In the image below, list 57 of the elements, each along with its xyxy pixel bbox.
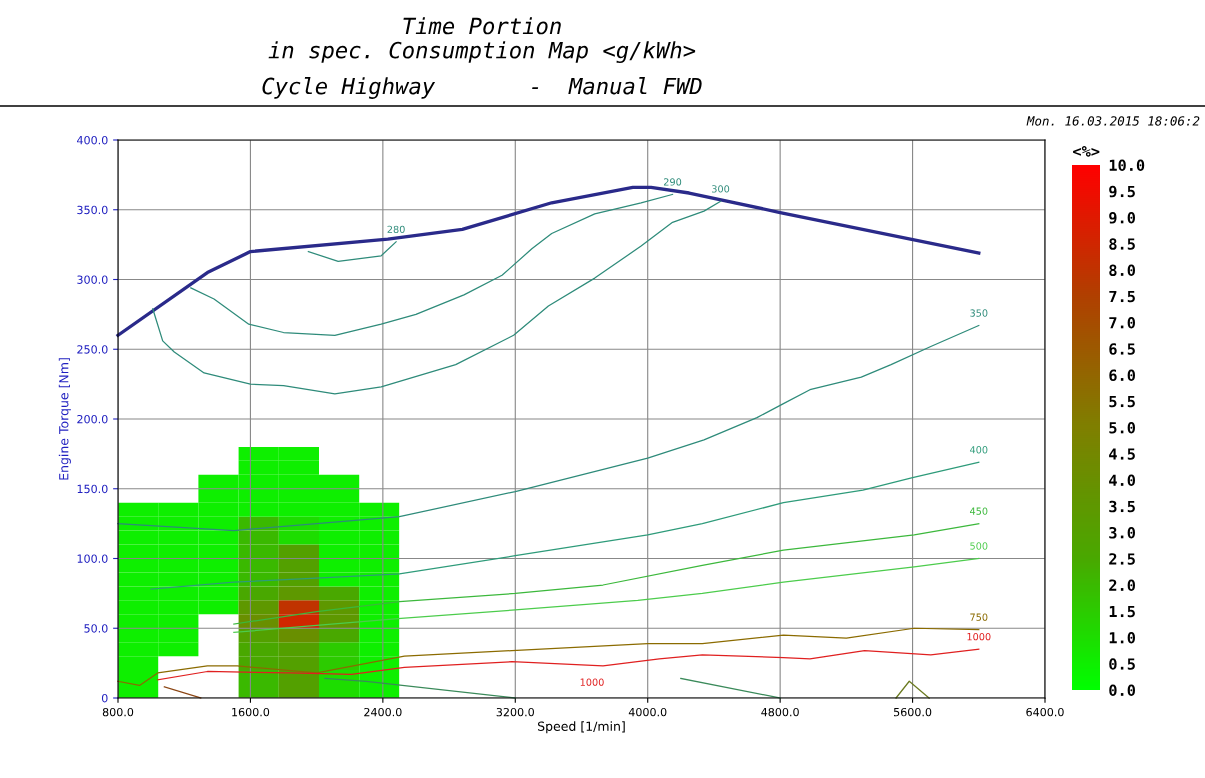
x-tick-label: 2400.0 (364, 707, 402, 717)
color-bar-label: 3.0 (1109, 526, 1136, 539)
series-label: 350 (970, 309, 988, 317)
line-series (152, 200, 722, 395)
color-bar-label: 6.5 (1109, 343, 1135, 355)
color-bar-label: 4.0 (1109, 474, 1136, 487)
series-label: 1000 (967, 632, 991, 641)
annotation: 1000 (580, 678, 604, 686)
color-bar-label: 9.5 (1109, 185, 1135, 198)
y-tick-label: 100.0 (77, 554, 108, 563)
x-tick-label: 6400.0 (1026, 707, 1064, 717)
series-label: 300 (712, 185, 730, 193)
x-tick-label: 3200.0 (496, 707, 534, 717)
series-label: 280 (387, 225, 405, 234)
y-axis-title: Engine Torque [Nm] (58, 358, 71, 480)
color-bar-label: 8.5 (1109, 238, 1135, 250)
text: Mon. 16.03.2015 18:06:2 (1026, 116, 1200, 126)
color-bar-label: 0.5 (1109, 658, 1135, 670)
y-tick-label: 300.0 (77, 275, 108, 284)
color-bar-label: 1.5 (1109, 605, 1135, 618)
color-bar-label: 8.0 (1109, 264, 1136, 277)
y-tick-label: 350.0 (77, 205, 108, 215)
x-tick-label: 4000.0 (628, 707, 667, 717)
x-tick-label: 5600.0 (893, 707, 932, 717)
series-label: 750 (970, 613, 988, 621)
color-bar-label: 4.5 (1109, 448, 1135, 460)
series-label: 290 (663, 178, 682, 186)
color-bar-label: 2.5 (1109, 553, 1135, 565)
color-bar-label: 5.5 (1109, 395, 1135, 408)
y-tick-label: 200.0 (77, 414, 108, 424)
series-label: 500 (970, 542, 988, 550)
y-tick-label: 400.0 (77, 135, 108, 145)
color-bar-label: 0.0 (1109, 684, 1136, 697)
x-tick-label: 800.0 (102, 707, 134, 717)
y-tick-label: 0 (101, 693, 108, 703)
color-bar-title: <%> (1073, 145, 1100, 157)
series-label: 400 (969, 446, 988, 454)
line-series (307, 241, 397, 262)
line-series (190, 193, 674, 336)
color-bar-label: 6.0 (1109, 369, 1136, 382)
x-tick-label: 1600.0 (232, 707, 270, 717)
y-tick-label: 250.0 (77, 345, 108, 354)
color-bar-label: 10.0 (1109, 159, 1145, 172)
color-bar-label: 7.5 (1109, 290, 1135, 303)
color-bar-label: 1.0 (1109, 631, 1136, 644)
x-tick-label: 4800.0 (761, 707, 799, 717)
chart-title: Time Portion in spec. Consumption Map <g/kWh> (268, 17, 696, 63)
color-bar-label: 7.0 (1109, 316, 1136, 329)
color-bar-label: 5.0 (1109, 421, 1136, 434)
y-tick-label: 50.0 (84, 624, 108, 633)
color-bar-label: 2.0 (1109, 579, 1136, 592)
series-label: 450 (969, 507, 988, 515)
x-axis-title: Speed [1/min] (538, 721, 625, 734)
y-tick-label: 150.0 (77, 484, 108, 494)
color-bar-label: 3.5 (1109, 500, 1135, 513)
color-bar-label: 9.0 (1109, 211, 1136, 224)
chart-subtitle: Cycle Highway - Manual FWD (262, 77, 702, 99)
